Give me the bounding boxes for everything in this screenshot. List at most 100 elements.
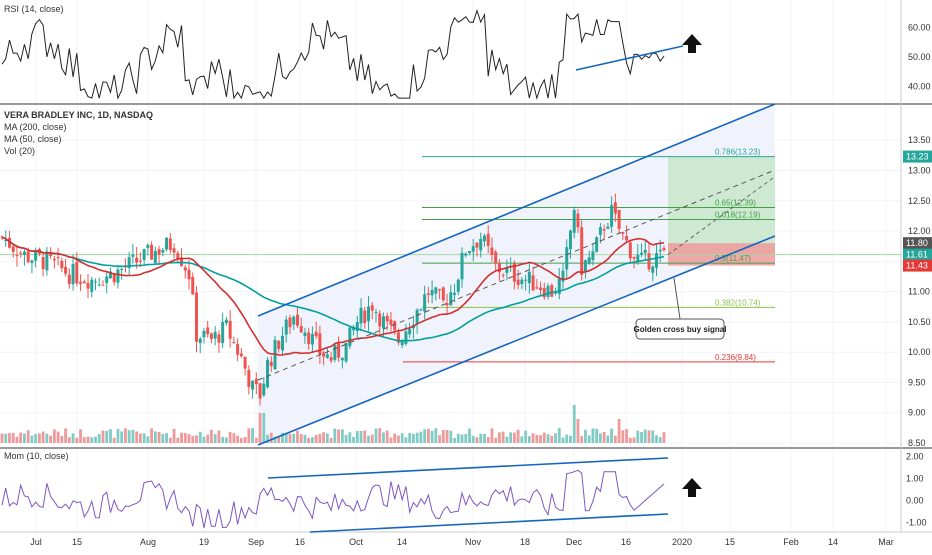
volume-bar-58 [217, 430, 221, 443]
price-tick-6: 10.50 [908, 317, 931, 327]
volume-bar-60 [225, 437, 228, 443]
drawings-front [257, 103, 776, 446]
mom-layer [1, 457, 702, 533]
time-tick-7: 14 [397, 537, 407, 547]
symbol-title: VERA BRADLEY INC, 1D, NASDAQ [4, 110, 153, 120]
candle-body-65 [243, 356, 247, 369]
candle-body-98 [367, 306, 371, 322]
candle-body-67 [251, 380, 255, 390]
mom-up-arrow-icon [682, 478, 702, 497]
candle-body-176 [658, 249, 662, 252]
ma50-label: MA (50, close) [4, 134, 62, 144]
volume-bar-130 [486, 437, 490, 443]
candle-body-20 [75, 261, 79, 284]
target-zone [668, 156, 775, 255]
candle-body-68 [254, 378, 258, 385]
candle-body-52 [194, 292, 198, 342]
volume-bar-42 [157, 432, 161, 443]
candle-body-132 [494, 251, 498, 264]
candle-body-150 [561, 270, 565, 282]
volume-bar-157 [587, 435, 591, 443]
candle-body-106 [396, 332, 400, 343]
volume-bar-72 [269, 432, 273, 443]
channel-upper-line [257, 103, 776, 317]
candle-body-60 [224, 319, 228, 324]
candle-body-161 [602, 229, 606, 231]
volume-bar-53 [198, 431, 202, 443]
volume-bar-152 [569, 435, 572, 443]
volume-bar-70 [262, 413, 266, 443]
volume-bar-34 [127, 430, 131, 443]
candle-body-145 [542, 288, 546, 298]
volume-bar-28 [105, 430, 109, 443]
candle-body-131 [490, 247, 494, 255]
volume-bar-79 [296, 430, 299, 443]
candle-body-59 [221, 321, 225, 344]
price-tick-10: 8.50 [908, 438, 926, 448]
candle-body-165 [617, 209, 621, 229]
volume-bar-86 [322, 432, 326, 443]
volume-bar-135 [505, 436, 509, 443]
candle-body-155 [580, 227, 584, 275]
volume-bar-5 [19, 432, 23, 443]
candle-body-72 [269, 361, 273, 367]
volume-bar-124 [464, 434, 468, 443]
candle-body-90 [337, 343, 341, 358]
volume-bar-47 [176, 437, 180, 443]
volume-bar-93 [348, 432, 352, 443]
golden-cross-callout[interactable]: Golden cross buy signal [634, 277, 727, 340]
volume-bar-41 [153, 431, 157, 443]
candle-body-107 [400, 341, 404, 346]
candle-body-114 [426, 293, 430, 295]
volume-bar-21 [79, 429, 82, 443]
volume-bar-96 [359, 430, 363, 443]
candle-body-14 [52, 258, 56, 261]
time-tick-1: 15 [72, 537, 82, 547]
volume-bar-94 [352, 437, 355, 443]
time-tick-16: Mar [878, 537, 894, 547]
volume-bar-134 [501, 431, 505, 443]
candle-body-148 [554, 292, 558, 294]
ma-layer [1, 236, 665, 356]
candle-body-167 [625, 236, 629, 241]
volume-bar-175 [655, 435, 658, 443]
candle-body-15 [56, 257, 60, 259]
volume-bar-158 [591, 428, 595, 443]
volume-bar-62 [232, 433, 236, 443]
time-tick-5: 16 [295, 537, 305, 547]
volume-bar-83 [311, 437, 314, 443]
volume-bar-100 [374, 428, 378, 443]
candle-body-94 [352, 327, 356, 331]
candle-body-144 [539, 287, 543, 291]
volume-bar-174 [651, 430, 655, 443]
volume-bar-89 [333, 428, 337, 443]
candle-body-71 [266, 359, 270, 388]
mom-tick-0: 2.00 [906, 451, 924, 461]
candle-body-26 [97, 284, 101, 286]
volume-bar-111 [415, 432, 419, 443]
volume-bar-149 [557, 428, 561, 443]
price-tick-5: 11.00 [908, 287, 930, 297]
ma200-line [1, 236, 665, 342]
candle-body-50 [187, 269, 191, 280]
candle-body-42 [157, 249, 161, 255]
candle-body-17 [64, 266, 68, 274]
price-tick-9: 9.00 [908, 408, 926, 418]
volume-bar-27 [101, 430, 105, 443]
mom-tick-1: 1.00 [906, 473, 924, 483]
candle-body-85 [318, 333, 322, 355]
candle-body-43 [161, 249, 165, 253]
candle-body-160 [598, 227, 602, 235]
rsi-tick-2: 40.00 [908, 81, 931, 91]
candle-body-58 [217, 334, 221, 343]
candle-body-40 [150, 244, 154, 260]
volume-bar-142 [531, 433, 535, 443]
volume-bar-35 [131, 429, 135, 443]
candle-body-126 [471, 246, 475, 252]
candle-body-115 [430, 289, 434, 296]
candle-body-24 [90, 279, 94, 292]
volume-bar-69 [258, 413, 262, 443]
time-tick-13: 15 [725, 537, 735, 547]
fib-label-2: 0.618(12.19) [715, 211, 761, 220]
